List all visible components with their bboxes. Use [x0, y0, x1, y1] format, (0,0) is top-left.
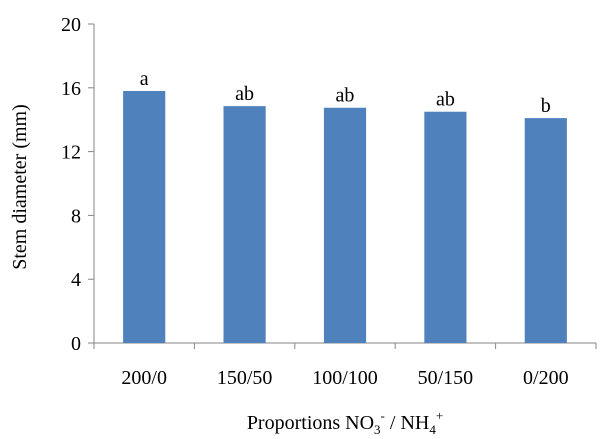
- y-tick-label: 12: [61, 142, 81, 164]
- bar: [123, 90, 166, 344]
- x-axis-title: Proportions NO3- / NH4+: [247, 408, 443, 437]
- x-axis-title-no3-sub: 3: [374, 422, 381, 437]
- bar: [424, 111, 467, 343]
- significance-letter: b: [541, 95, 551, 117]
- bar: [524, 118, 567, 343]
- x-axis-title-nh4-sup: +: [436, 408, 443, 423]
- y-axis: 0 4 8 12 16 20: [61, 14, 95, 355]
- significance-letter: ab: [235, 83, 254, 105]
- significance-labels: a ab ab ab b: [140, 68, 551, 117]
- significance-letter: ab: [336, 85, 355, 107]
- x-axis-title-prefix: Proportions NO: [247, 412, 374, 434]
- bar: [223, 106, 266, 343]
- bar: [323, 107, 367, 343]
- x-tick-label: 150/50: [217, 367, 273, 389]
- x-tick-label: 100/100: [312, 367, 378, 389]
- significance-letter: ab: [436, 89, 455, 111]
- x-tick-label: 200/0: [121, 367, 167, 389]
- y-axis-title: Stem diameter (mm): [9, 104, 31, 270]
- x-tick-label: 50/150: [418, 367, 474, 389]
- x-axis-title-no3-sup: -: [381, 408, 385, 423]
- y-tick-label: 0: [71, 333, 81, 355]
- significance-letter: a: [140, 68, 149, 90]
- bars: [123, 90, 567, 344]
- y-tick-label: 8: [71, 205, 81, 227]
- y-tick-label: 16: [61, 78, 81, 100]
- x-axis-title-separator: / NH: [385, 412, 429, 434]
- x-axis: 200/0 150/50 100/100 50/150 0/200: [93, 342, 597, 389]
- y-tick-label: 4: [71, 269, 81, 291]
- x-axis-title-nh4-sub: 4: [429, 422, 436, 437]
- x-tick-label: 0/200: [523, 367, 569, 389]
- y-tick-label: 20: [61, 14, 81, 36]
